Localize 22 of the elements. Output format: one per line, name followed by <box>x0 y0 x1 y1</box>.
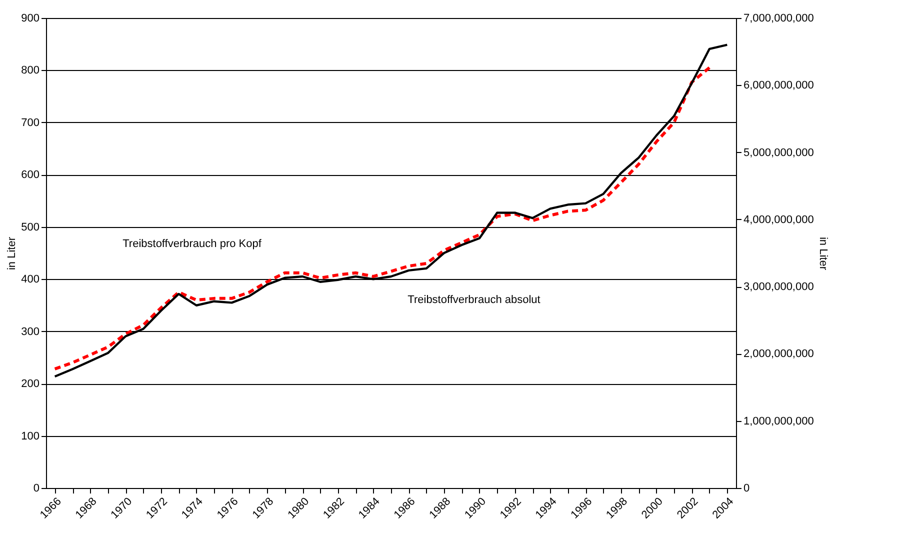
y2-axis-title: in Liter <box>816 236 829 270</box>
y-tick-label: 100 <box>21 430 40 442</box>
y-tick-label: 700 <box>21 116 40 129</box>
y2-tick-label: 5,000,000,000 <box>744 146 814 159</box>
annotation: Treibstoffverbrauch absolut <box>408 294 540 306</box>
y2-tick-label: 0 <box>744 482 750 494</box>
y2-tick-label: 6,000,000,000 <box>744 80 814 92</box>
y-tick-label: 400 <box>21 274 40 286</box>
y2-tick-label: 3,000,000,000 <box>744 281 814 294</box>
y2-tick-label: 4,000,000,000 <box>744 214 814 226</box>
y2-tick-label: 1,000,000,000 <box>744 415 814 428</box>
y2-tick-label: 7,000,000,000 <box>744 12 814 24</box>
y2-tick-label: 2,000,000,000 <box>744 348 814 360</box>
annotation: Treibstoffverbrauch pro Kopf <box>122 238 262 250</box>
y-tick-label: 0 <box>33 482 40 494</box>
y-tick-label: 600 <box>21 169 40 182</box>
y-tick-label: 200 <box>21 378 40 390</box>
y-axis-title: in Liter <box>6 236 18 270</box>
y-tick-label: 900 <box>21 12 40 24</box>
y-tick-label: 800 <box>21 64 40 77</box>
y-tick-label: 500 <box>21 221 40 234</box>
y-tick-label: 300 <box>21 326 40 338</box>
